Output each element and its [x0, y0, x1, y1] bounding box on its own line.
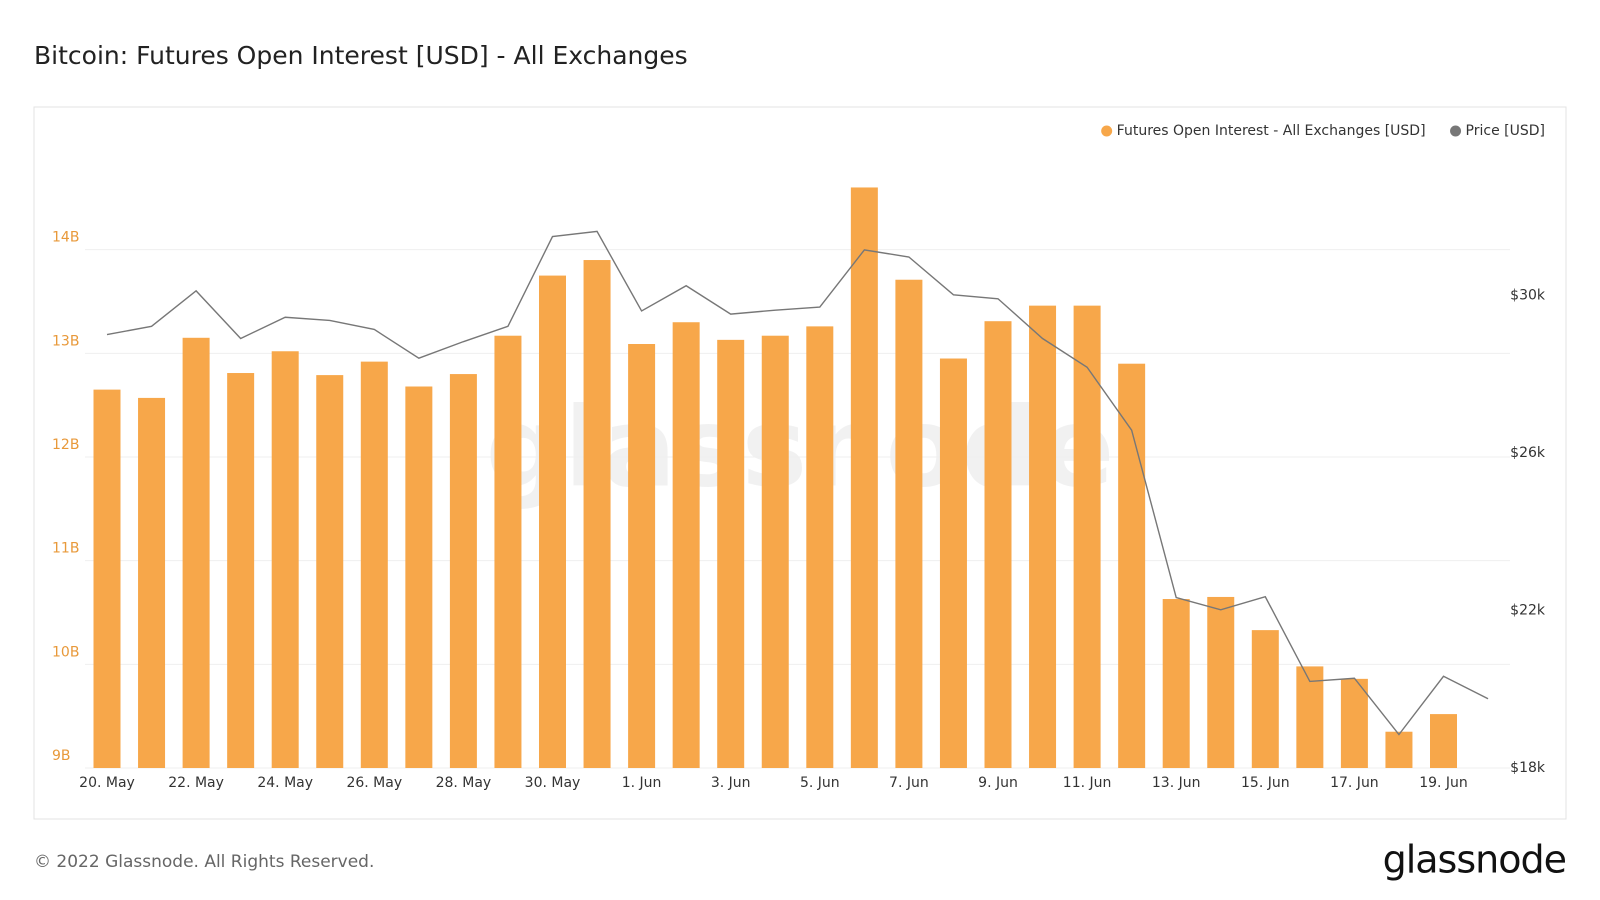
chart-title: Bitcoin: Futures Open Interest [USD] - A… — [34, 41, 688, 70]
bar — [1296, 666, 1324, 768]
x-tick-label: 20. May — [79, 775, 135, 791]
x-tick-label: 13. Jun — [1152, 775, 1201, 791]
y-tick-label: 14B — [52, 230, 79, 246]
y-tick-label: 9B — [52, 748, 71, 764]
bar — [539, 275, 566, 768]
copyright: © 2022 Glassnode. All Rights Reserved. — [34, 852, 374, 872]
bar — [1385, 731, 1413, 768]
x-tick-label: 22. May — [168, 775, 224, 791]
x-tick-label: 9. Jun — [978, 775, 1018, 791]
bar — [1073, 305, 1101, 768]
bar — [449, 374, 477, 768]
y2-tick-label: $22k — [1510, 603, 1546, 619]
x-tick-label: 7. Jun — [889, 775, 929, 791]
bar — [182, 337, 210, 768]
y-tick-label: 11B — [52, 541, 79, 557]
bar — [806, 326, 834, 768]
legend-label: Futures Open Interest - All Exchanges [U… — [1117, 123, 1426, 139]
bar — [628, 344, 656, 768]
bar — [93, 389, 121, 768]
y-tick-label: 10B — [52, 644, 79, 660]
legend-label: Price [USD] — [1466, 123, 1545, 139]
bar — [227, 373, 255, 768]
y2-tick-label: $30k — [1510, 288, 1546, 304]
x-tick-label: 19. Jun — [1419, 775, 1468, 791]
watermark: glassnode — [486, 383, 1115, 511]
y2-tick-label: $26k — [1510, 445, 1546, 461]
chart-frame — [33, 106, 1567, 820]
bar — [895, 279, 923, 768]
bar — [939, 358, 967, 768]
bar — [984, 321, 1012, 768]
x-tick-label: 24. May — [257, 775, 313, 791]
bar — [494, 335, 522, 768]
bar — [1118, 363, 1146, 768]
x-tick-label: 17. Jun — [1330, 775, 1379, 791]
x-tick-label: 28. May — [436, 775, 492, 791]
y-tick-label: 13B — [52, 333, 79, 349]
bar — [717, 339, 745, 768]
bar — [1430, 714, 1457, 768]
bar — [1029, 305, 1057, 768]
x-tick-label: 15. Jun — [1241, 775, 1290, 791]
bar — [1162, 599, 1190, 768]
bar — [1207, 596, 1235, 768]
price-line — [106, 230, 1489, 736]
bar — [672, 322, 700, 768]
bar — [360, 361, 388, 768]
bar — [850, 187, 878, 768]
bar — [138, 397, 166, 768]
bar — [761, 335, 789, 768]
legend-marker — [1101, 125, 1113, 137]
x-tick-label: 26. May — [346, 775, 402, 791]
x-tick-label: 11. Jun — [1063, 775, 1112, 791]
bar — [405, 386, 433, 768]
bar — [1340, 678, 1368, 768]
legend-marker — [1450, 125, 1462, 137]
bar — [271, 351, 299, 768]
x-tick-label: 3. Jun — [711, 775, 751, 791]
logo: glassnode — [1383, 838, 1566, 882]
x-tick-label: 5. Jun — [800, 775, 840, 791]
y-tick-label: 12B — [52, 437, 79, 453]
x-tick-label: 1. Jun — [622, 775, 662, 791]
x-tick-label: 30. May — [525, 775, 581, 791]
bar — [583, 260, 611, 768]
bar — [316, 375, 344, 768]
bar — [1251, 630, 1279, 768]
y2-tick-label: $18k — [1510, 760, 1546, 776]
